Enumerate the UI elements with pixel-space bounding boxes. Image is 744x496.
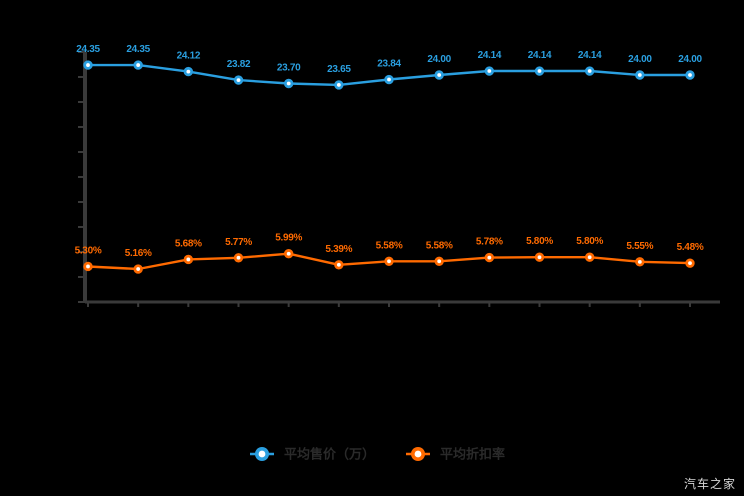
- data-point-label: 5.39%: [325, 244, 352, 255]
- legend-marker-inner: [258, 450, 266, 458]
- data-point-label: 24.00: [427, 54, 451, 65]
- data-point-inner: [136, 63, 141, 67]
- legend-marker-inner: [414, 450, 422, 458]
- data-point-label: 5.80%: [526, 236, 553, 247]
- data-point-label: 24.00: [678, 54, 702, 65]
- data-point-inner: [437, 259, 442, 264]
- data-point-label: 5.77%: [225, 237, 252, 248]
- data-point-inner: [336, 83, 341, 87]
- data-point-inner: [587, 69, 592, 73]
- legend-label: 平均折扣率: [440, 446, 505, 461]
- data-point-label: 24.14: [578, 50, 602, 61]
- data-point-inner: [186, 257, 191, 262]
- data-point-inner: [688, 73, 692, 77]
- data-point-label: 5.55%: [626, 241, 653, 252]
- data-point-inner: [487, 69, 492, 73]
- axes-group: [78, 51, 720, 307]
- data-point-inner: [637, 73, 642, 77]
- data-point-inner: [587, 255, 592, 260]
- data-point-inner: [86, 264, 90, 269]
- data-point-inner: [437, 73, 442, 77]
- data-point-label: 24.35: [76, 44, 100, 55]
- data-point-inner: [387, 77, 391, 82]
- data-point-inner: [336, 262, 341, 267]
- data-point-label: 5.99%: [275, 233, 302, 244]
- data-point-inner: [637, 259, 642, 264]
- legend-label: 平均售价（万）: [284, 446, 375, 461]
- data-point-label: 5.68%: [175, 238, 202, 249]
- series-1: 24.35 24.35 24.12 23.82 23.70 23.65 23.84 24.00…: [76, 44, 703, 90]
- data-point-label: 5.80%: [576, 236, 603, 247]
- data-point-label: 24.14: [478, 50, 502, 61]
- data-point-inner: [286, 251, 291, 256]
- data-point-label: 5.78%: [476, 237, 503, 248]
- data-point-label: 24.00: [628, 54, 652, 65]
- data-point-label: 24.12: [177, 51, 201, 62]
- data-point-inner: [286, 81, 291, 86]
- data-point-inner: [387, 259, 391, 264]
- data-point-inner: [487, 255, 492, 260]
- data-point-label: 5.16%: [125, 248, 152, 259]
- data-point-label: 5.48%: [677, 242, 704, 253]
- data-point-inner: [236, 78, 241, 82]
- data-point-label: 23.65: [327, 64, 351, 75]
- legend-item-1[interactable]: 平均售价（万）: [250, 446, 375, 461]
- data-point-label: 5.30%: [75, 245, 102, 256]
- data-point-inner: [537, 69, 542, 73]
- data-point-label: 5.58%: [376, 240, 403, 251]
- data-point-inner: [86, 63, 90, 67]
- series-2: 5.30% 5.16% 5.68% 5.77% 5.99% 5.39% 5.58% 5.58%…: [75, 233, 704, 274]
- data-point-label: 5.58%: [426, 240, 453, 251]
- data-point-inner: [136, 267, 141, 271]
- watermark-label: 汽车之家: [683, 477, 736, 491]
- data-point-inner: [186, 69, 191, 74]
- data-point-label: 24.35: [126, 44, 150, 55]
- data-point-inner: [688, 261, 692, 266]
- legend-item-2[interactable]: 平均折扣率: [406, 446, 505, 461]
- legend: 平均售价（万） 平均折扣率: [250, 446, 505, 461]
- data-point-label: 23.82: [227, 59, 251, 70]
- data-point-label: 24.14: [528, 50, 552, 61]
- data-point-label: 23.84: [377, 59, 401, 70]
- data-point-inner: [537, 255, 542, 260]
- data-point-inner: [236, 255, 241, 260]
- data-point-label: 23.70: [277, 63, 301, 74]
